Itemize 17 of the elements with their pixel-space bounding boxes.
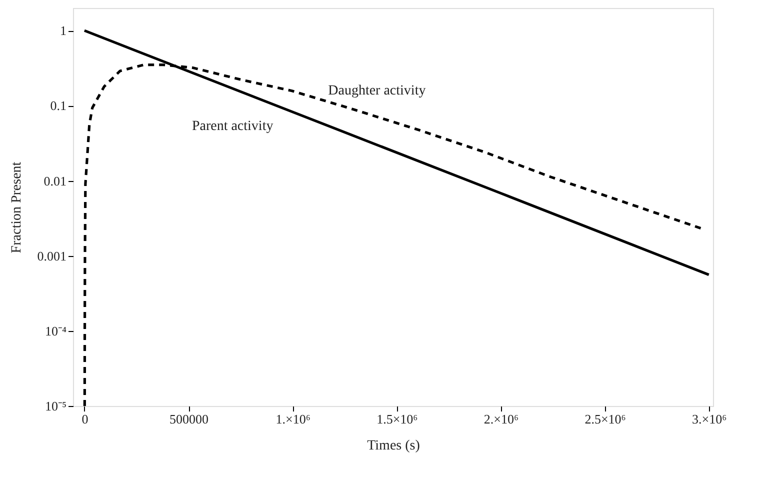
y-tick-label: 10⁻⁵: [44, 398, 66, 414]
x-axis-title: Times (s): [367, 438, 420, 454]
x-tick-label: 500000: [170, 412, 209, 426]
y-tick-label: 0.01: [44, 173, 66, 188]
x-tick-label: 1.5×10⁶: [376, 412, 418, 426]
y-tick-label: 0.001: [37, 248, 66, 264]
x-tick-label: 3.×10⁶: [692, 412, 727, 426]
x-tick-label: 0: [82, 412, 88, 426]
y-tick-label: 0.1: [50, 98, 66, 114]
y-axis-title: Fraction Present: [9, 162, 24, 254]
x-tick-label: 2.×10⁶: [484, 412, 519, 426]
y-tick-label: 10⁻⁴: [44, 323, 67, 338]
series-label: Daughter activity: [328, 83, 426, 98]
y-tick-label: 1: [60, 23, 66, 38]
x-tick-label: 2.5×10⁶: [584, 412, 626, 426]
x-tick-label: 1.×10⁶: [276, 412, 310, 426]
series-label: Parent activity: [192, 118, 274, 134]
